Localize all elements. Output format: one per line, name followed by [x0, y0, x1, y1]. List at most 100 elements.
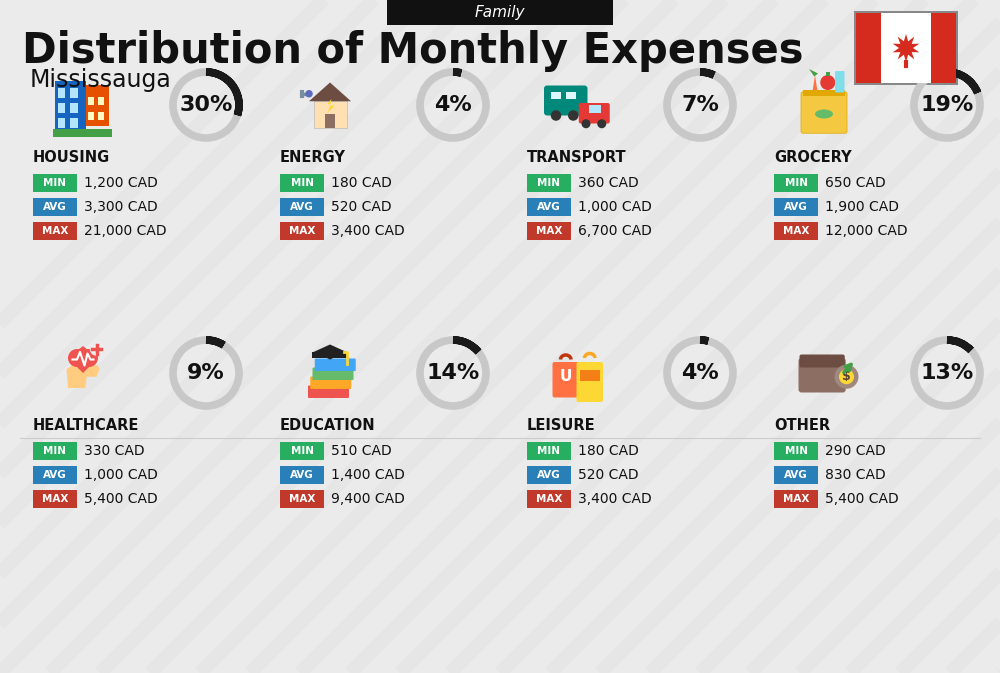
Text: 6,700 CAD: 6,700 CAD	[578, 224, 652, 238]
FancyBboxPatch shape	[566, 92, 576, 99]
FancyBboxPatch shape	[54, 81, 86, 133]
Text: 180 CAD: 180 CAD	[578, 444, 639, 458]
Polygon shape	[327, 99, 334, 112]
FancyBboxPatch shape	[33, 442, 77, 460]
Text: 1,200 CAD: 1,200 CAD	[84, 176, 158, 190]
Text: 1,900 CAD: 1,900 CAD	[825, 200, 899, 214]
FancyBboxPatch shape	[280, 466, 324, 484]
FancyBboxPatch shape	[280, 490, 324, 508]
Text: 520 CAD: 520 CAD	[578, 468, 639, 482]
FancyBboxPatch shape	[98, 97, 104, 105]
Circle shape	[80, 349, 98, 367]
Text: GROCERY: GROCERY	[774, 149, 852, 164]
Text: OTHER: OTHER	[774, 417, 830, 433]
Text: HOUSING: HOUSING	[33, 149, 110, 164]
FancyBboxPatch shape	[576, 362, 603, 402]
FancyBboxPatch shape	[527, 174, 571, 192]
FancyBboxPatch shape	[315, 359, 356, 371]
Polygon shape	[66, 365, 100, 388]
Polygon shape	[809, 69, 818, 77]
Text: 290 CAD: 290 CAD	[825, 444, 886, 458]
FancyBboxPatch shape	[314, 101, 347, 127]
Text: 330 CAD: 330 CAD	[84, 444, 145, 458]
FancyBboxPatch shape	[88, 97, 94, 105]
FancyBboxPatch shape	[70, 103, 78, 112]
FancyBboxPatch shape	[33, 174, 77, 192]
FancyBboxPatch shape	[308, 386, 349, 398]
Text: 14%: 14%	[426, 363, 480, 383]
FancyBboxPatch shape	[800, 355, 845, 367]
Text: MAX: MAX	[42, 226, 68, 236]
Circle shape	[68, 349, 86, 367]
Text: 650 CAD: 650 CAD	[825, 176, 886, 190]
Circle shape	[568, 110, 578, 120]
Circle shape	[305, 90, 313, 98]
FancyBboxPatch shape	[280, 174, 324, 192]
FancyBboxPatch shape	[98, 112, 104, 120]
FancyBboxPatch shape	[325, 114, 335, 127]
FancyBboxPatch shape	[774, 174, 818, 192]
FancyBboxPatch shape	[527, 198, 571, 216]
FancyBboxPatch shape	[774, 442, 818, 460]
Text: 1,000 CAD: 1,000 CAD	[84, 468, 158, 482]
Text: 5,400 CAD: 5,400 CAD	[84, 492, 158, 506]
Text: MIN: MIN	[290, 178, 314, 188]
Text: MIN: MIN	[44, 446, 66, 456]
Text: Family: Family	[475, 5, 525, 20]
Text: ENERGY: ENERGY	[280, 149, 346, 164]
FancyBboxPatch shape	[774, 490, 818, 508]
Text: MIN: MIN	[538, 446, 560, 456]
Text: 1,400 CAD: 1,400 CAD	[331, 468, 405, 482]
Text: MAX: MAX	[42, 494, 68, 504]
Circle shape	[820, 75, 835, 90]
Text: AVG: AVG	[290, 202, 314, 212]
Polygon shape	[309, 83, 351, 101]
Text: 180 CAD: 180 CAD	[331, 176, 392, 190]
Text: Mississauga: Mississauga	[30, 68, 172, 92]
Text: AVG: AVG	[290, 470, 314, 480]
FancyBboxPatch shape	[544, 85, 588, 116]
Text: MIN: MIN	[784, 446, 808, 456]
FancyBboxPatch shape	[53, 129, 112, 137]
Text: 19%: 19%	[920, 95, 974, 115]
Text: $: $	[842, 370, 851, 383]
Circle shape	[834, 365, 858, 389]
FancyBboxPatch shape	[280, 442, 324, 460]
Text: AVG: AVG	[537, 470, 561, 480]
Text: 7%: 7%	[681, 95, 719, 115]
Ellipse shape	[815, 110, 833, 118]
Polygon shape	[813, 75, 817, 90]
Text: 4%: 4%	[681, 363, 719, 383]
Text: MAX: MAX	[536, 494, 562, 504]
FancyBboxPatch shape	[312, 367, 354, 380]
Text: MAX: MAX	[536, 226, 562, 236]
FancyBboxPatch shape	[58, 103, 65, 112]
FancyBboxPatch shape	[33, 222, 77, 240]
FancyBboxPatch shape	[58, 118, 65, 127]
FancyBboxPatch shape	[58, 87, 65, 98]
FancyBboxPatch shape	[527, 490, 571, 508]
FancyBboxPatch shape	[310, 376, 351, 389]
FancyBboxPatch shape	[856, 13, 956, 83]
FancyBboxPatch shape	[70, 87, 78, 98]
Text: MIN: MIN	[538, 178, 560, 188]
Text: 830 CAD: 830 CAD	[825, 468, 886, 482]
Text: 360 CAD: 360 CAD	[578, 176, 639, 190]
Text: 13%: 13%	[920, 363, 974, 383]
Text: 9,400 CAD: 9,400 CAD	[331, 492, 405, 506]
Text: 3,300 CAD: 3,300 CAD	[84, 200, 158, 214]
FancyBboxPatch shape	[551, 92, 561, 99]
FancyBboxPatch shape	[835, 71, 844, 92]
FancyBboxPatch shape	[552, 362, 579, 398]
FancyBboxPatch shape	[88, 112, 94, 120]
FancyBboxPatch shape	[387, 0, 613, 25]
Circle shape	[597, 119, 606, 129]
Circle shape	[551, 110, 561, 120]
Text: 30%: 30%	[179, 95, 233, 115]
Text: MIN: MIN	[44, 178, 66, 188]
FancyBboxPatch shape	[774, 466, 818, 484]
Text: 3,400 CAD: 3,400 CAD	[578, 492, 652, 506]
FancyBboxPatch shape	[527, 222, 571, 240]
Text: Distribution of Monthly Expenses: Distribution of Monthly Expenses	[22, 30, 804, 72]
Text: 12,000 CAD: 12,000 CAD	[825, 224, 908, 238]
